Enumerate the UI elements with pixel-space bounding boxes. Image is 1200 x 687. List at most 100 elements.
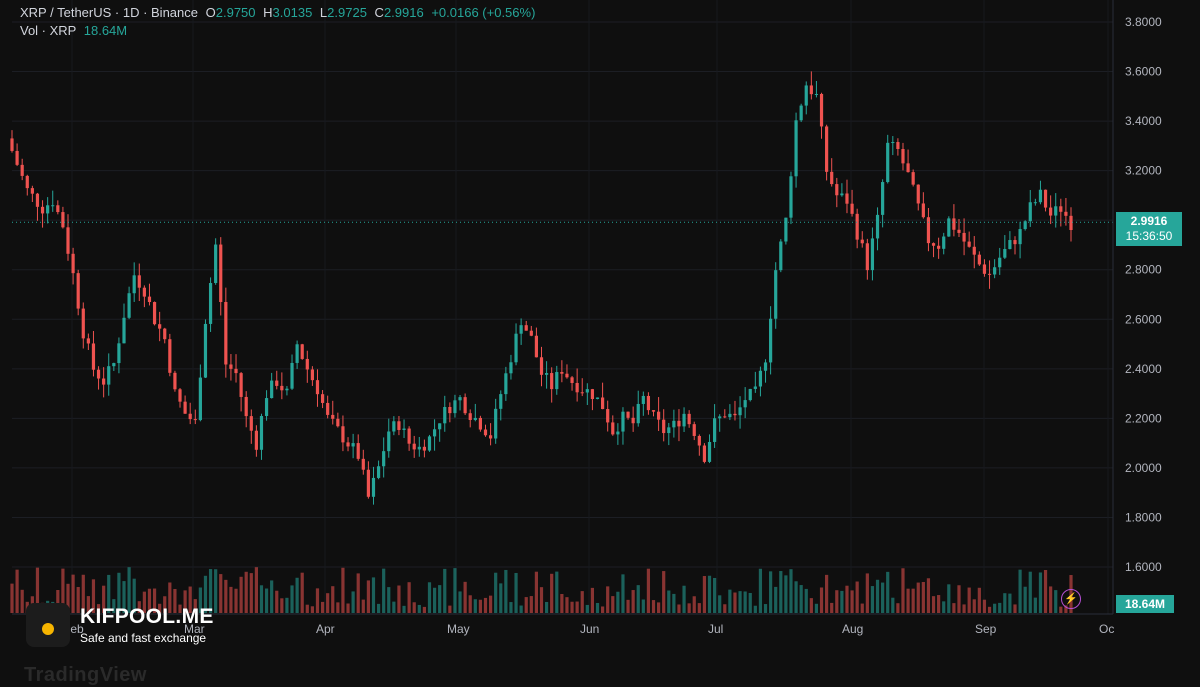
candle-body (280, 385, 284, 391)
candle-body (937, 245, 941, 249)
candle-body (646, 395, 651, 411)
volume-bar (137, 601, 141, 613)
candle-body (972, 246, 976, 255)
volume-bar (499, 583, 503, 613)
volume-bar (748, 592, 752, 613)
volume-bar (300, 572, 304, 613)
last-price-tag: 2.9916 15:36:50 (1116, 212, 1182, 246)
volume-bar (962, 604, 966, 613)
candle-body (835, 184, 839, 196)
candle-body (1033, 202, 1037, 204)
candle-body (662, 419, 666, 434)
candle-body (351, 443, 355, 447)
symbol-label[interactable]: XRP / TetherUS · 1D · Binance (20, 5, 198, 20)
candle-body (499, 394, 503, 409)
volume-bar (713, 577, 717, 613)
volume-bar (102, 585, 106, 613)
candle-body (921, 203, 925, 218)
candle-body (387, 431, 391, 452)
tradingview-logo[interactable]: TradingView (24, 664, 147, 686)
volume-bar (967, 587, 971, 613)
candle-body (621, 411, 625, 432)
lightning-icon[interactable]: ⚡ (1061, 589, 1081, 609)
candle-body (519, 325, 523, 334)
candle-body (896, 142, 900, 149)
candle-body (606, 409, 610, 423)
candle-body (769, 318, 773, 363)
volume-bar (529, 596, 533, 613)
candle-body (10, 138, 14, 151)
candle-body (478, 417, 483, 430)
price-tick-label: 3.4000 (1125, 114, 1162, 128)
volume-bar (86, 596, 90, 613)
volume-bar (310, 606, 314, 613)
volume-bar (825, 574, 829, 613)
candle-body (468, 413, 472, 420)
candle-body (840, 193, 844, 196)
candle-body (697, 435, 701, 446)
volume-bar (723, 604, 727, 613)
candle-body (341, 426, 345, 443)
volume-bar (1033, 597, 1037, 613)
candle-body (382, 451, 386, 467)
candle-body (718, 416, 722, 419)
volume-bar (886, 571, 890, 613)
close-key: C (374, 5, 384, 20)
volume-bar (544, 601, 549, 613)
volume-bar (214, 569, 218, 613)
volume-bar (371, 577, 376, 613)
candle-body (51, 205, 55, 207)
candle-body (336, 418, 340, 427)
brand-name: KIFPOOL.ME (80, 605, 214, 628)
candle-body (463, 397, 467, 414)
time-axis[interactable]: Feb Mar Apr May Jun Jul Aug Sep Oc (63, 622, 1114, 636)
volume-bar (61, 568, 65, 613)
volume-bar (417, 604, 421, 613)
candle-body (692, 424, 696, 436)
candle-body (270, 380, 274, 399)
volume-bar (244, 571, 248, 613)
volume-bar (865, 573, 869, 613)
price-tick-label: 2.4000 (1125, 362, 1162, 376)
candle-body (794, 120, 798, 177)
volume-bar (1064, 605, 1068, 613)
volume-bar (290, 585, 294, 613)
candle-body (300, 344, 304, 359)
candle-body (183, 401, 187, 414)
volume-bar (478, 599, 483, 613)
volume-bar (600, 606, 605, 613)
candle-body (1049, 207, 1053, 216)
candle-body (188, 413, 192, 420)
volume-bar (743, 591, 747, 613)
time-tick-label: Jun (580, 622, 599, 636)
candle-body (1064, 211, 1068, 216)
candle-body (743, 400, 747, 408)
candle-body (1018, 229, 1022, 245)
volume-bar (117, 572, 121, 613)
volume-bar (382, 568, 386, 613)
volume-bar (346, 603, 350, 613)
candle-body (845, 193, 849, 204)
volume-bar (249, 573, 253, 613)
candle-body (275, 380, 279, 386)
volume-bar (819, 587, 824, 613)
volume-bar (407, 582, 411, 613)
volume-bar (585, 604, 589, 613)
candle-body (641, 395, 645, 404)
candle-body (249, 416, 253, 431)
volume-bar (840, 590, 844, 613)
volume-bar (657, 602, 661, 613)
candle-body (173, 372, 177, 390)
volume-label[interactable]: Vol · XRP (20, 23, 77, 38)
volume-bar (1008, 593, 1012, 613)
ohlc-row: XRP / TetherUS · 1D · Binance O2.9750 H3… (20, 4, 535, 22)
candle-body (514, 333, 518, 363)
candle-body (860, 239, 864, 244)
candle-body (122, 317, 126, 344)
volume-bar (35, 567, 40, 613)
volume-bar (341, 567, 345, 613)
candle-body (1003, 249, 1007, 258)
price-tick-label: 2.2000 (1125, 411, 1162, 425)
candle-body (193, 419, 197, 421)
